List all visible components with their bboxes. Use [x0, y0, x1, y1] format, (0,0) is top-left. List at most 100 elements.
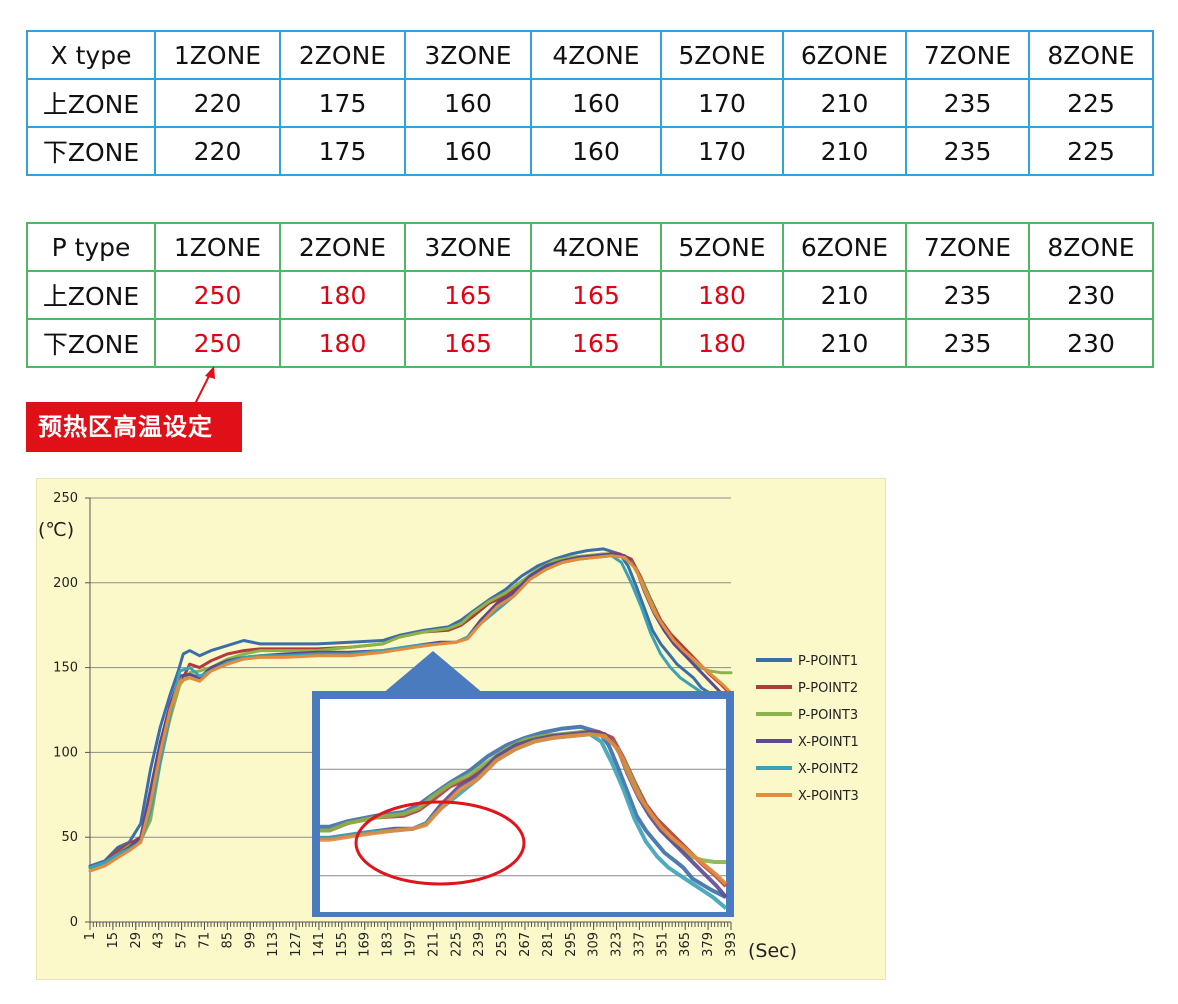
zone-header: 8ZONE [1028, 222, 1154, 272]
x-tick-label: 253 [495, 932, 510, 957]
zone-temperature-cell: 230 [1028, 270, 1154, 320]
x-tick-label: 1 [83, 932, 98, 940]
table-type-label: P type [26, 222, 156, 272]
zone-temperature-cell: 160 [404, 78, 532, 128]
zone-header: 8ZONE [1028, 30, 1154, 80]
x-axis-label: (Sec) [748, 940, 797, 962]
zone-temperature-cell: 165 [530, 318, 662, 368]
inset-pointer [382, 651, 484, 694]
zone-temperature-cell: 250 [154, 270, 281, 320]
y-tick-label: 200 [53, 576, 78, 591]
zone-temperature-cell: 210 [782, 318, 907, 368]
x-tick-label: 197 [404, 932, 419, 957]
x-tick-label: 29 [129, 932, 144, 949]
table-row: 下ZONE 250 180 165 165 180 210 235 230 [26, 318, 1154, 368]
zone-temperature-cell: 165 [404, 318, 532, 368]
zone-header: 1ZONE [154, 30, 281, 80]
x-tick-label: 337 [632, 932, 647, 957]
zone-temperature-cell: 160 [404, 126, 532, 176]
zone-temperature-cell: 210 [782, 270, 907, 320]
zone-temperature-cell: 180 [279, 318, 406, 368]
x-tick-label: 15 [106, 932, 121, 949]
temperature-profile-chart: 0 50 100 150 200 250 1 15 29 43 57 71 85 99 113 127 141 1… [36, 478, 886, 980]
zone-header: 3ZONE [404, 222, 532, 272]
x-tick-label: 141 [312, 932, 327, 957]
legend-entry: P-POINT2 [798, 681, 858, 696]
x-tick-label: 85 [220, 932, 235, 949]
table-row: 上ZONE 250 180 165 165 180 210 235 230 [26, 270, 1154, 320]
x-tick-label: 379 [701, 932, 716, 957]
row-label: 下ZONE [26, 126, 156, 176]
y-axis-label: (℃) [38, 519, 74, 541]
y-tick-label: 50 [61, 830, 78, 845]
x-tick-label: 113 [266, 932, 281, 957]
preheat-zone-callout: 预热区高温设定 [26, 402, 242, 452]
row-label: 上ZONE [26, 78, 156, 128]
zone-temperature-cell: 170 [660, 126, 784, 176]
table-row: 下ZONE 220 175 160 160 170 210 235 225 [26, 126, 1154, 176]
zone-temperature-cell: 225 [1028, 78, 1154, 128]
zone-temperature-cell: 235 [905, 318, 1030, 368]
inset-panel [320, 699, 726, 912]
legend-entry: X-POINT3 [798, 789, 859, 804]
zone-header: 2ZONE [279, 30, 406, 80]
zone-header: 5ZONE [660, 30, 784, 80]
x-tick-label: 309 [587, 932, 602, 957]
zone-temperature-cell: 230 [1028, 318, 1154, 368]
zone-temperature-cell: 180 [660, 318, 784, 368]
zone-temperature-cell: 235 [905, 126, 1030, 176]
inset-series-line [320, 724, 727, 899]
x-tick-label: 211 [426, 932, 441, 957]
zone-temperature-cell: 235 [905, 78, 1030, 128]
y-tick-label: 0 [70, 915, 78, 930]
x-tick-label: 155 [335, 932, 350, 957]
zone-temperature-cell: 210 [782, 78, 907, 128]
zone-temperature-cell: 225 [1028, 126, 1154, 176]
legend-entry: X-POINT2 [798, 762, 859, 777]
zone-header: 6ZONE [782, 30, 907, 80]
series-line-x-point3 [88, 554, 733, 873]
table-row: 上ZONE 220 175 160 160 170 210 235 225 [26, 78, 1154, 128]
y-tick-label: 100 [53, 745, 78, 760]
table-header-row: X type 1ZONE 2ZONE 3ZONE 4ZONE 5ZONE 6ZONE 7ZON… [26, 30, 1154, 80]
zone-header: 1ZONE [154, 222, 281, 272]
zone-temperature-cell: 180 [279, 270, 406, 320]
legend-entry: P-POINT3 [798, 708, 858, 723]
x-tick-label: 127 [289, 932, 304, 957]
x-tick-label: 169 [358, 932, 373, 957]
legend-entry: P-POINT1 [798, 654, 858, 669]
x-tick-label: 281 [541, 932, 556, 957]
zone-header: 7ZONE [905, 30, 1030, 80]
zone-temperature-cell: 160 [530, 78, 662, 128]
zone-temperature-cell: 175 [279, 126, 406, 176]
row-label: 上ZONE [26, 270, 156, 320]
highlight-ellipse [354, 800, 526, 886]
x-tick-label: 225 [449, 932, 464, 957]
zone-temperature-cell: 160 [530, 126, 662, 176]
x-tick-label: 239 [472, 932, 487, 957]
zone-header: 5ZONE [660, 222, 784, 272]
zone-temperature-cell: 235 [905, 270, 1030, 320]
zone-temperature-cell: 165 [404, 270, 532, 320]
x-tick-label: 43 [152, 932, 167, 949]
x-tick-label: 71 [197, 932, 212, 949]
x-tick-label: 393 [724, 932, 739, 957]
x-tick-label: 323 [610, 932, 625, 957]
zone-header: 4ZONE [530, 30, 662, 80]
zone-temperature-cell: 170 [660, 78, 784, 128]
x-tick-label: 267 [518, 932, 533, 957]
zone-temperature-cell: 175 [279, 78, 406, 128]
x-tick-label: 365 [678, 932, 693, 957]
row-label: 下ZONE [26, 318, 156, 368]
zone-temperature-cell: 250 [154, 318, 281, 368]
zone-header: 3ZONE [404, 30, 532, 80]
x-tick-label: 183 [381, 932, 396, 957]
zone-temperature-cell: 220 [154, 78, 281, 128]
chart-canvas: 0 50 100 150 200 250 1 15 29 43 57 71 85 99 113 127 141 1… [36, 478, 886, 980]
zone-temperature-cell: 180 [660, 270, 784, 320]
y-tick-label: 150 [53, 661, 78, 676]
series-line-p-point1 [88, 547, 733, 868]
x-tick-label: 99 [243, 932, 258, 949]
zone-header: 2ZONE [279, 222, 406, 272]
table-type-label: X type [26, 30, 156, 80]
